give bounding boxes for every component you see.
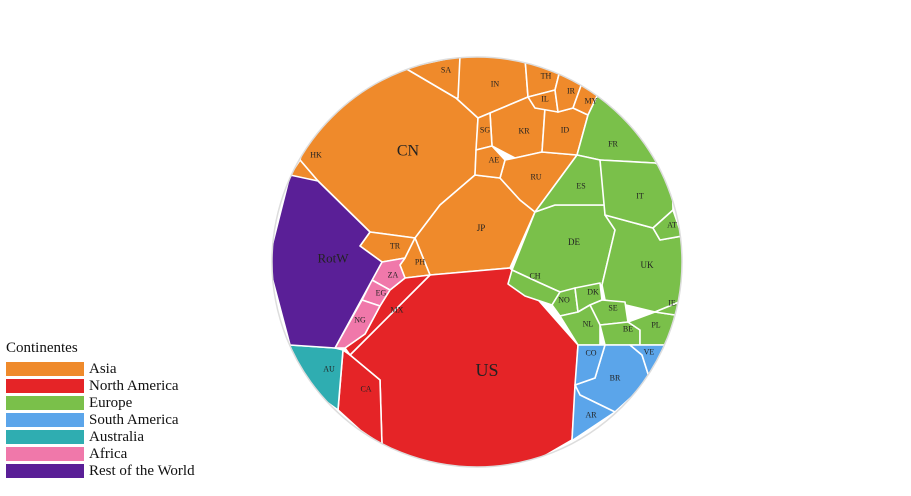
label-br: BR — [610, 374, 621, 383]
label-in: IN — [491, 80, 500, 89]
label-ir: IR — [567, 87, 576, 96]
label-es: ES — [576, 182, 585, 191]
label-cn: CN — [397, 143, 420, 160]
label-ve: VE — [644, 348, 655, 357]
label-co: CO — [585, 349, 596, 358]
label-ru: RU — [530, 173, 541, 182]
label-ng: NG — [354, 316, 366, 325]
legend-swatch — [6, 447, 84, 461]
legend-swatch — [6, 396, 84, 410]
cell-at — [652, 209, 682, 241]
legend-swatch — [6, 464, 84, 478]
label-kr: KR — [518, 127, 530, 136]
label-sa: SA — [441, 66, 451, 75]
label-hk: HK — [310, 151, 322, 160]
cell-au — [281, 344, 344, 411]
cell-ar — [569, 384, 616, 443]
label-ie: IE — [668, 299, 676, 308]
region-cells — [272, 57, 682, 467]
label-th: TH — [541, 72, 552, 81]
label-au: AU — [323, 365, 335, 374]
legend-swatch — [6, 362, 84, 376]
label-my: MY — [585, 97, 598, 106]
label-ph: PH — [415, 258, 425, 267]
legend-label: Australia — [89, 429, 144, 445]
label-be: BE — [623, 325, 633, 334]
cell-rotw — [272, 174, 383, 349]
legend-label: Europe — [89, 395, 133, 411]
label-id: ID — [561, 126, 570, 135]
label-nl: NL — [583, 320, 594, 329]
legend-label: South America — [89, 412, 179, 428]
label-ae: AE — [489, 156, 500, 165]
label-no: NO — [558, 296, 570, 305]
cell-co — [574, 344, 606, 386]
label-pl: PL — [651, 321, 660, 330]
label-rotw: RotW — [317, 251, 349, 266]
label-de: DE — [568, 237, 580, 247]
legend-label: North America — [89, 378, 179, 394]
legend-label: Africa — [89, 446, 128, 462]
legend-swatch — [6, 413, 84, 427]
label-us: US — [475, 360, 498, 380]
legend-label: Rest of the World — [89, 463, 195, 479]
label-dk: DK — [587, 288, 599, 297]
label-tr: TR — [390, 242, 401, 251]
label-ch: CH — [529, 272, 540, 281]
label-uk: UK — [641, 260, 654, 270]
legend-swatch — [6, 430, 84, 444]
label-fr: FR — [608, 140, 618, 149]
cell-es — [534, 154, 606, 213]
label-ca: CA — [360, 385, 371, 394]
label-eg: EG — [376, 289, 387, 298]
label-jp: JP — [477, 223, 486, 233]
label-mx: MX — [391, 306, 404, 315]
label-sg: SG — [480, 126, 490, 135]
label-ar: AR — [585, 411, 597, 420]
label-at: AT — [667, 221, 677, 230]
legend-label: Asia — [89, 361, 117, 377]
chart-outline — [271, 56, 683, 468]
label-za: ZA — [388, 271, 399, 280]
region-labels: CN JP IN KR RU SA TR ID TH IL IR MY SG AE HK PH US CA MX DE… — [310, 66, 677, 420]
label-se: SE — [608, 304, 617, 313]
cell-ae — [474, 145, 506, 179]
legend-title: Continentes — [6, 340, 78, 356]
label-il: IL — [541, 95, 549, 104]
legend-swatch — [6, 379, 84, 393]
label-it: IT — [636, 192, 644, 201]
